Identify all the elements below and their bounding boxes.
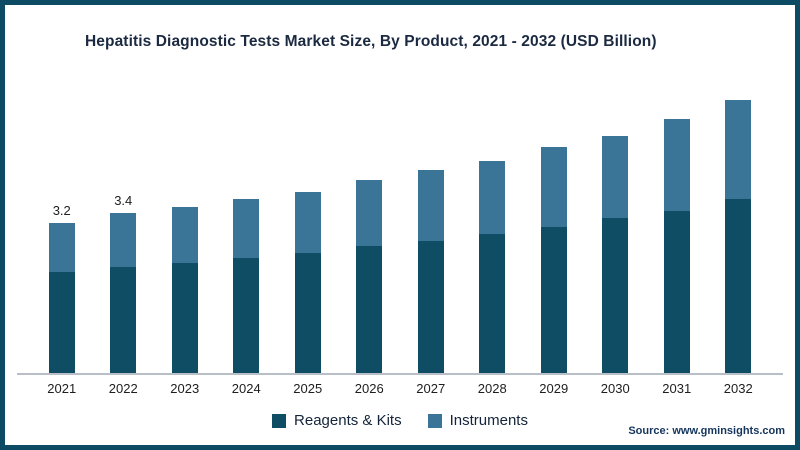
instruments-segment	[356, 180, 383, 246]
bar-column-2022: 3.4	[93, 193, 155, 373]
x-tick-label-2026: 2026	[354, 381, 384, 396]
stacked-bar-2024	[233, 199, 260, 373]
reagents-kits-segment	[479, 234, 506, 373]
bar-column-2021: 3.2	[31, 203, 93, 373]
chart-title: Hepatitis Diagnostic Tests Market Size, …	[85, 33, 657, 50]
bar-column-2027	[400, 170, 462, 373]
stacked-bar-2029	[540, 147, 567, 373]
x-tick-label-2027: 2027	[416, 381, 446, 396]
instruments-segment	[725, 100, 752, 199]
x-tick-label-2028: 2028	[477, 381, 507, 396]
reagents-kits-segment	[294, 253, 321, 373]
reagents-kits-segment	[233, 258, 260, 373]
x-tick-label-2030: 2030	[600, 381, 630, 396]
footer-row: Reagents & Kits Instruments Source: www.g…	[5, 396, 795, 445]
x-tick-label-2024: 2024	[231, 381, 261, 396]
instruments-segment	[110, 213, 137, 267]
chart-legend: Reagents & Kits Instruments	[272, 412, 528, 429]
bar-column-2031	[646, 119, 708, 373]
bar-value-label-2022: 3.4	[114, 193, 133, 208]
x-tick-label-2029: 2029	[539, 381, 569, 396]
x-axis-labels: 2021 2022 2023 2024 2025 2026 2027 2028 2029 2030…	[31, 375, 769, 396]
instruments-segment	[479, 161, 506, 234]
instruments-segment	[48, 223, 75, 272]
bar-column-2028	[462, 161, 524, 373]
reagents-kits-segment	[725, 199, 752, 373]
legend-label: Instruments	[449, 412, 528, 429]
x-tick-label-2023: 2023	[170, 381, 200, 396]
stacked-bar-2023	[171, 207, 198, 373]
bar-column-2023	[154, 207, 216, 373]
stacked-bar-2028	[479, 161, 506, 373]
reagents-kits-segment	[663, 211, 690, 373]
title-row: Hepatitis Diagnostic Tests Market Size, …	[85, 33, 775, 55]
bar-value-label-2021: 3.2	[52, 203, 71, 218]
bar-column-2026	[339, 180, 401, 373]
plot-area: 3.2 3.4	[31, 55, 769, 373]
reagents-kits-segment	[110, 267, 137, 373]
stacked-bar-2030	[602, 136, 629, 373]
x-tick-label-2021: 2021	[47, 381, 77, 396]
instruments-segment	[233, 199, 260, 258]
stacked-bar-2031	[663, 119, 690, 373]
x-tick-label-2032: 2032	[723, 381, 753, 396]
instruments-segment	[663, 119, 690, 211]
source-attribution: Source: www.gminsights.com	[628, 425, 785, 437]
legend-swatch-icon	[427, 413, 442, 428]
stacked-bar-2027	[417, 170, 444, 373]
legend-item-reagents-kits: Reagents & Kits	[272, 412, 402, 429]
instruments-segment	[294, 192, 321, 253]
stacked-bar-2026	[356, 180, 383, 373]
stacked-bar-2021	[48, 223, 75, 373]
legend-swatch-icon	[272, 413, 287, 428]
reagents-kits-segment	[417, 241, 444, 373]
x-tick-label-2025: 2025	[293, 381, 323, 396]
instruments-segment	[602, 136, 629, 218]
bar-column-2032	[708, 100, 770, 373]
x-axis-line	[17, 373, 783, 375]
reagents-kits-segment	[171, 263, 198, 373]
bar-plot: 3.2 3.4	[31, 67, 769, 373]
bar-column-2024	[216, 199, 278, 373]
stacked-bar-2022	[110, 213, 137, 373]
reagents-kits-segment	[602, 218, 629, 373]
instruments-segment	[171, 207, 198, 263]
reagents-kits-segment	[48, 272, 75, 373]
stacked-bar-2025	[294, 192, 321, 373]
instruments-segment	[417, 170, 444, 241]
reagents-kits-segment	[356, 246, 383, 373]
legend-label: Reagents & Kits	[294, 412, 402, 429]
legend-item-instruments: Instruments	[427, 412, 528, 429]
bar-column-2030	[585, 136, 647, 373]
x-tick-label-2022: 2022	[108, 381, 138, 396]
bar-column-2029	[523, 147, 585, 373]
stacked-bar-2032	[725, 100, 752, 373]
instruments-segment	[540, 147, 567, 227]
reagents-kits-segment	[540, 227, 567, 373]
bar-column-2025	[277, 192, 339, 373]
x-tick-label-2031: 2031	[662, 381, 692, 396]
